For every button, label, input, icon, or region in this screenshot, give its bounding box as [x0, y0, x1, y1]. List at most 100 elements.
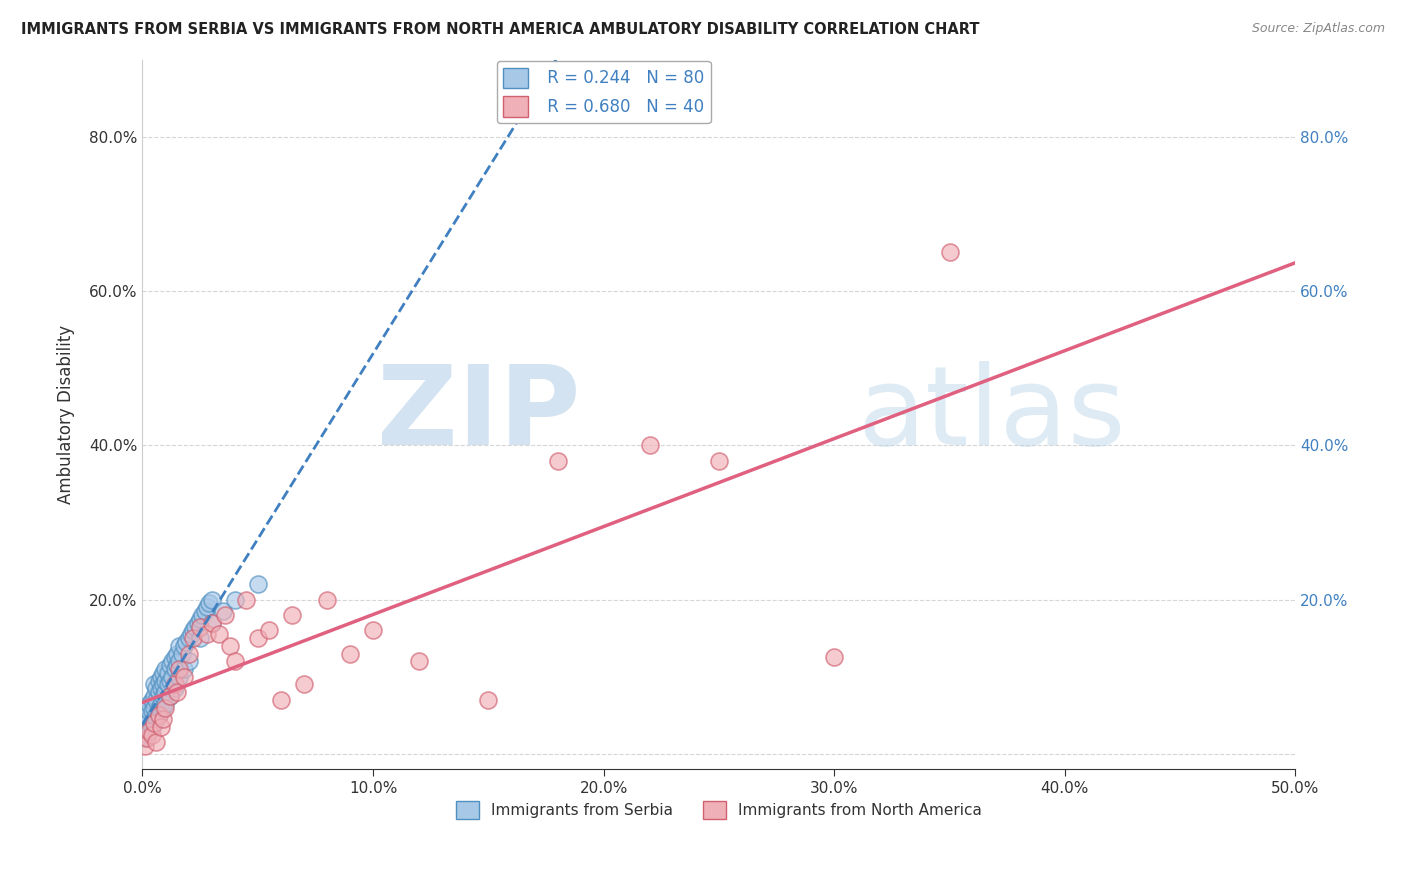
Point	[155, 673, 177, 688]
Point	[174, 635, 197, 649]
Point	[163, 677, 186, 691]
Point	[823, 650, 845, 665]
Point	[148, 708, 170, 723]
Point	[141, 728, 163, 742]
Point	[188, 631, 211, 645]
Point	[145, 712, 167, 726]
Point	[408, 654, 430, 668]
Point	[201, 592, 224, 607]
Point	[136, 708, 159, 723]
Point	[138, 705, 160, 719]
Point	[201, 615, 224, 630]
Point	[159, 689, 181, 703]
Point	[141, 705, 163, 719]
Point	[188, 612, 211, 626]
Point	[259, 624, 281, 638]
Point	[136, 700, 159, 714]
Y-axis label: Ambulatory Disability: Ambulatory Disability	[58, 325, 75, 504]
Point	[162, 670, 184, 684]
Point	[143, 712, 166, 726]
Point	[134, 739, 156, 754]
Point	[138, 723, 160, 738]
Point	[136, 716, 159, 731]
Point	[339, 647, 361, 661]
Point	[138, 697, 160, 711]
Point	[156, 677, 179, 691]
Point	[207, 627, 229, 641]
Point	[145, 735, 167, 749]
Point	[187, 615, 209, 630]
Point	[156, 665, 179, 680]
Point	[477, 693, 499, 707]
Point	[177, 647, 200, 661]
Point	[163, 662, 186, 676]
Point	[143, 689, 166, 703]
Point	[180, 627, 202, 641]
Legend: Immigrants from Serbia, Immigrants from North America: Immigrants from Serbia, Immigrants from …	[450, 795, 988, 825]
Point	[134, 712, 156, 726]
Point	[145, 693, 167, 707]
Point	[188, 619, 211, 633]
Point	[148, 685, 170, 699]
Point	[136, 731, 159, 746]
Point	[938, 245, 960, 260]
Point	[155, 700, 177, 714]
Point	[201, 615, 224, 630]
Point	[134, 720, 156, 734]
Point	[138, 723, 160, 738]
Point	[169, 639, 191, 653]
Point	[134, 716, 156, 731]
Point	[141, 693, 163, 707]
Point	[149, 681, 172, 696]
Point	[169, 662, 191, 676]
Point	[184, 619, 207, 633]
Point	[155, 697, 177, 711]
Point	[547, 454, 569, 468]
Point	[173, 662, 195, 676]
Point	[149, 705, 172, 719]
Point	[194, 604, 217, 618]
Point	[270, 693, 292, 707]
Point	[163, 650, 186, 665]
Point	[246, 577, 269, 591]
Point	[707, 454, 730, 468]
Point	[163, 681, 186, 696]
Point	[155, 662, 177, 676]
Point	[162, 654, 184, 668]
Point	[170, 647, 193, 661]
Point	[149, 670, 172, 684]
Point	[195, 627, 218, 641]
Point	[159, 658, 181, 673]
Point	[316, 592, 339, 607]
Point	[173, 639, 195, 653]
Point	[149, 697, 172, 711]
Point	[212, 604, 235, 618]
Point	[198, 597, 221, 611]
Point	[281, 607, 304, 622]
Point	[181, 624, 204, 638]
Point	[169, 670, 191, 684]
Point	[143, 716, 166, 731]
Text: Source: ZipAtlas.com: Source: ZipAtlas.com	[1251, 22, 1385, 36]
Point	[141, 720, 163, 734]
Point	[152, 700, 174, 714]
Point	[166, 685, 188, 699]
Point	[292, 677, 315, 691]
Point	[138, 712, 160, 726]
Point	[148, 673, 170, 688]
Point	[143, 716, 166, 731]
Point	[219, 639, 242, 653]
Point	[214, 607, 236, 622]
Point	[246, 631, 269, 645]
Text: ZIP: ZIP	[377, 361, 581, 468]
Point	[159, 689, 181, 703]
Point	[166, 658, 188, 673]
Point	[145, 681, 167, 696]
Point	[152, 712, 174, 726]
Point	[173, 670, 195, 684]
Point	[152, 689, 174, 703]
Point	[169, 654, 191, 668]
Point	[152, 665, 174, 680]
Point	[177, 654, 200, 668]
Point	[143, 700, 166, 714]
